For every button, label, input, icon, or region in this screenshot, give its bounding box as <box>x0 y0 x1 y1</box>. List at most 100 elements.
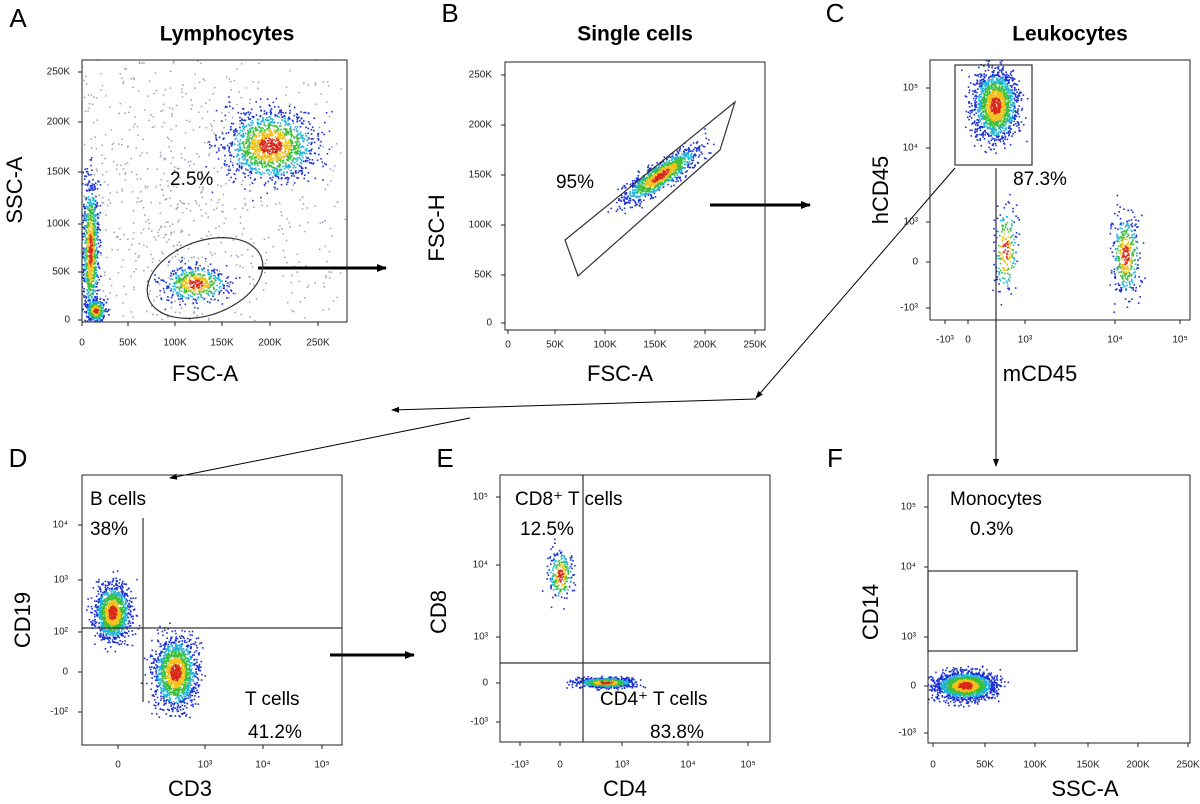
dot <box>299 199 302 201</box>
dot <box>18 35 20 37</box>
dot <box>290 140 292 143</box>
dot <box>230 289 232 291</box>
dot <box>138 61 141 63</box>
dot <box>201 190 203 193</box>
dot <box>182 84 184 86</box>
dot <box>279 376 281 378</box>
dot <box>296 140 299 142</box>
dot <box>102 303 105 306</box>
dot <box>128 389 130 391</box>
dot <box>121 329 123 331</box>
dot <box>223 222 225 225</box>
dot <box>107 184 109 186</box>
dot <box>93 234 96 237</box>
dot <box>92 299 95 302</box>
dot <box>314 82 317 84</box>
dot <box>115 168 118 170</box>
dot <box>295 172 297 174</box>
dot <box>76 73 78 75</box>
dot <box>293 165 296 167</box>
dot <box>265 145 267 148</box>
dot <box>295 153 297 155</box>
dot <box>218 225 220 228</box>
dot <box>251 255 254 257</box>
dot <box>93 274 95 276</box>
dot <box>170 128 172 131</box>
dot <box>147 95 149 97</box>
dot <box>208 99 211 101</box>
dot <box>89 199 91 201</box>
dot <box>87 224 90 227</box>
dot <box>65 374 67 376</box>
dot <box>320 140 322 143</box>
dot <box>250 147 253 150</box>
dot <box>279 225 281 227</box>
dot <box>51 319 53 321</box>
dot <box>261 136 264 138</box>
dot <box>195 279 198 281</box>
dot <box>268 149 270 151</box>
dot <box>62 436 64 438</box>
dot <box>86 215 88 218</box>
dot <box>96 230 98 232</box>
dot <box>87 291 90 293</box>
dot <box>80 286 82 288</box>
dot <box>59 184 61 186</box>
dot <box>96 60 99 62</box>
dot <box>178 279 180 282</box>
dot <box>89 317 91 320</box>
dot <box>335 143 338 145</box>
dot <box>86 243 89 245</box>
dot <box>289 70 291 72</box>
dot <box>168 282 171 285</box>
dot <box>184 262 187 265</box>
dot <box>303 383 305 385</box>
dot <box>161 125 164 128</box>
dot <box>142 13 144 15</box>
dot <box>94 320 97 322</box>
dot <box>291 160 294 163</box>
dot <box>88 285 91 287</box>
dot <box>324 188 327 190</box>
dot <box>98 246 101 248</box>
dot <box>245 152 248 154</box>
dot <box>387 281 389 283</box>
dot <box>295 142 298 145</box>
dot <box>405 4 407 6</box>
dot <box>273 357 275 359</box>
dot <box>101 162 104 165</box>
dot <box>247 133 249 136</box>
dot <box>215 279 217 281</box>
dot <box>16 247 17 249</box>
dot <box>289 130 292 133</box>
dot <box>39 180 41 182</box>
dot <box>211 129 213 132</box>
dot <box>296 144 298 146</box>
dot <box>47 101 49 103</box>
dot <box>89 212 92 215</box>
dot <box>185 271 188 274</box>
dot <box>693 154 695 157</box>
dot <box>274 155 276 158</box>
dot <box>295 137 298 139</box>
dot <box>672 156 675 158</box>
dot <box>302 139 304 142</box>
dot <box>187 288 189 291</box>
dot <box>228 297 230 299</box>
dot <box>251 157 254 160</box>
dot <box>322 221 324 223</box>
dot <box>80 318 82 320</box>
dot <box>272 162 275 165</box>
dot <box>1 320 3 322</box>
dot <box>111 350 113 352</box>
dot <box>253 134 256 136</box>
dot <box>288 139 290 142</box>
dot <box>276 165 279 167</box>
dot <box>307 180 310 183</box>
dot <box>97 223 99 225</box>
dot <box>96 313 99 315</box>
dot <box>17 250 19 252</box>
dot <box>268 111 271 114</box>
dot <box>220 167 223 169</box>
dot <box>89 300 92 302</box>
